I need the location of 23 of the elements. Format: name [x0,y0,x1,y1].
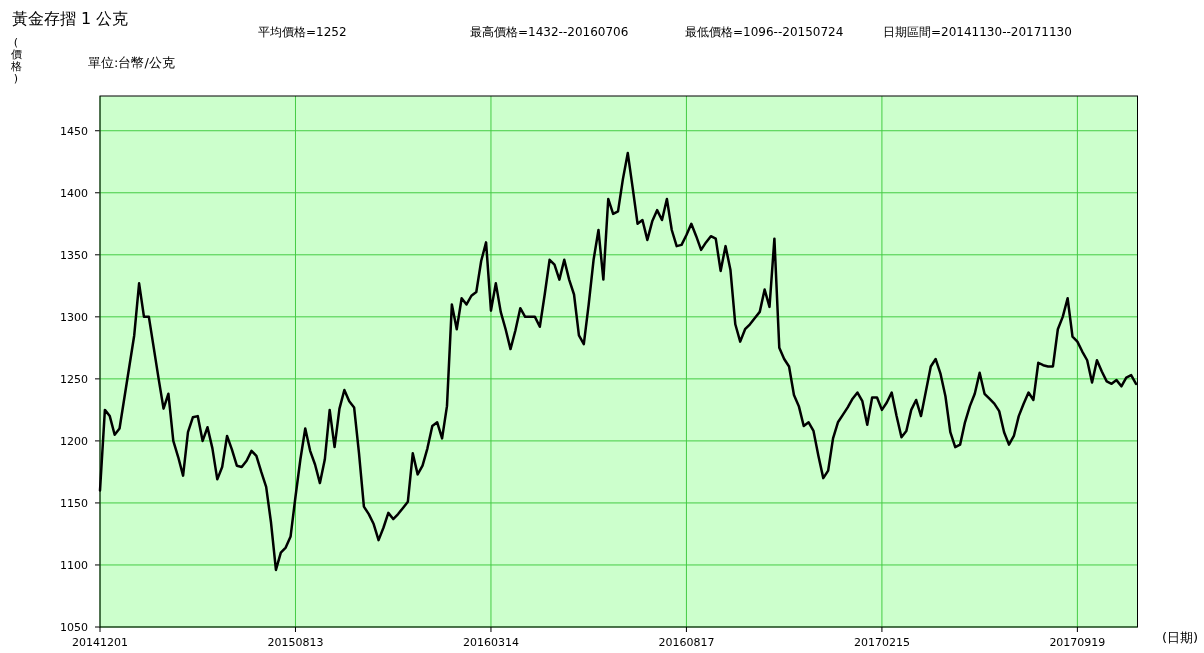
text: 最高價格=1432--20160706 [470,25,629,39]
y-tick-label: 1450 [60,124,88,138]
chart-subtitle: 單位:台幣/公克 [88,55,175,70]
y-tick-label: 1200 [60,434,88,448]
y-axis-title: (價格) [9,36,22,85]
chart-title: 黃金存摺 1 公克 [12,9,129,28]
y-tick-label: 1050 [60,621,88,634]
y-tick-label: 1250 [60,372,88,386]
y-tick-label: 1350 [60,248,88,262]
text: 最低價格=1096--20150724 [685,25,844,39]
y-tick-label: 1400 [60,186,88,200]
x-tick-label: 20141201 [72,636,128,649]
text: 平均價格=1252 [258,25,347,39]
y-tick-label: 1300 [60,310,88,324]
x-tick-label: 20170215 [853,636,910,649]
x-tick-label: 20150813 [267,636,324,649]
x-tick-label: 20160314 [462,636,519,649]
text: 日期區間=20141130--20171130 [883,25,1072,39]
x-axis-title: (日期) [1162,630,1199,645]
x-tick-label: 20170919 [1049,636,1106,649]
y-tick-label: 1100 [60,558,88,572]
y-tick-label: 1150 [60,496,88,510]
x-tick-label: 20160817 [658,636,715,649]
